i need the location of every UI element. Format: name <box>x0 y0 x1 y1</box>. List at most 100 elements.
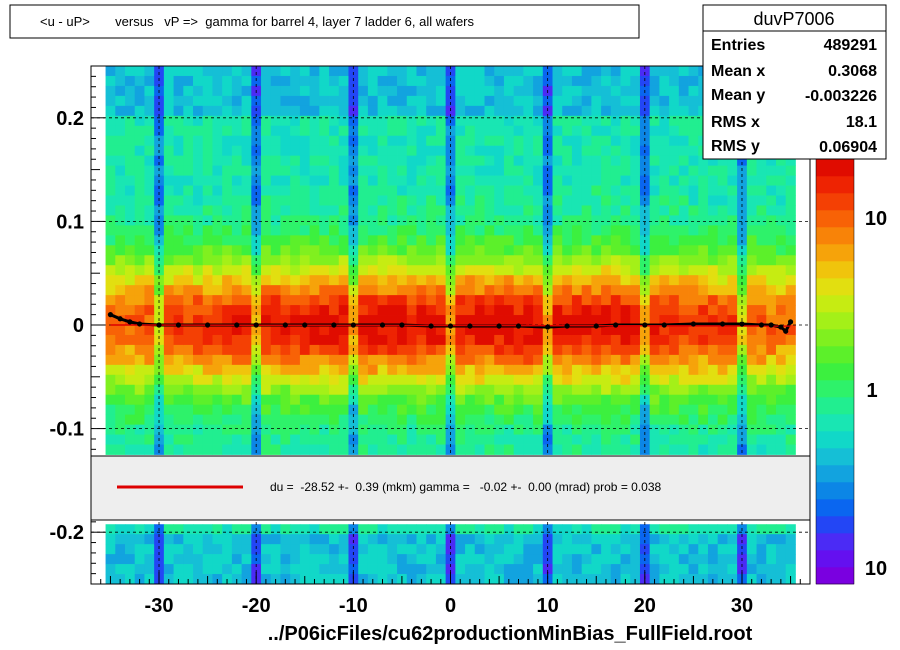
heatmap-cell <box>649 175 660 186</box>
heatmap-cell <box>474 105 485 117</box>
heatmap-cell <box>669 524 680 535</box>
heatmap-cell <box>251 394 262 406</box>
heatmap-cell <box>533 524 544 535</box>
profile-point <box>496 323 502 329</box>
heatmap-cell <box>639 155 651 167</box>
heatmap-cell <box>766 544 777 555</box>
heatmap-cell <box>649 404 660 416</box>
heatmap-cell <box>785 285 796 296</box>
heatmap-cell <box>620 384 631 396</box>
heatmap-cell <box>533 66 544 77</box>
heatmap-cell <box>105 185 116 196</box>
heatmap-cell <box>212 135 223 147</box>
heatmap-cell <box>329 245 340 256</box>
heatmap-cell <box>280 305 291 316</box>
heatmap-cell <box>688 75 699 87</box>
heatmap-cell <box>125 75 136 87</box>
heatmap-cell <box>163 344 174 356</box>
heatmap-cell <box>144 524 155 535</box>
heatmap-cell <box>367 255 379 266</box>
heatmap-cell <box>533 175 544 186</box>
heatmap-cell <box>659 354 670 366</box>
heatmap-cell <box>630 394 641 406</box>
heatmap-cell <box>717 384 728 396</box>
heatmap-cell <box>426 255 437 266</box>
heatmap-cell <box>270 66 281 77</box>
heatmap-cell <box>329 175 340 186</box>
heatmap-cell <box>455 115 466 127</box>
colorbar-swatch <box>816 176 854 194</box>
heatmap-cell <box>329 325 340 336</box>
heatmap-cell <box>484 305 495 316</box>
heatmap-cell <box>562 414 573 426</box>
heatmap-cell <box>125 105 136 117</box>
heatmap-cell <box>338 215 349 226</box>
heatmap-cell <box>698 524 709 535</box>
heatmap-cell <box>465 205 476 216</box>
heatmap-cell <box>484 245 495 256</box>
heatmap-cell <box>445 155 456 167</box>
heatmap-cell <box>367 95 379 107</box>
heatmap-cell <box>299 334 311 346</box>
heatmap-cell <box>416 374 427 386</box>
heatmap-cell <box>222 544 233 555</box>
heatmap-cell <box>241 544 252 555</box>
heatmap-cell <box>552 564 563 575</box>
heatmap-cell <box>659 285 670 296</box>
heatmap-cell <box>377 255 388 266</box>
heatmap-cell <box>678 205 689 216</box>
stats-label-mean-x: Mean x <box>711 63 765 80</box>
heatmap-cell <box>319 135 330 147</box>
heatmap-cell <box>426 245 437 256</box>
heatmap-cell <box>329 105 340 117</box>
profile-point <box>204 322 211 328</box>
heatmap-cell <box>620 364 631 376</box>
heatmap-cell <box>261 245 272 256</box>
heatmap-cell <box>163 354 174 366</box>
heatmap-cell <box>775 414 787 426</box>
heatmap-cell <box>571 195 583 206</box>
heatmap-cell <box>688 394 699 406</box>
heatmap-cell <box>756 434 767 445</box>
heatmap-cell <box>358 125 369 137</box>
heatmap-cell <box>183 85 194 97</box>
heatmap-cell <box>669 344 680 356</box>
heatmap-cell <box>601 524 612 535</box>
heatmap-cell <box>222 424 233 435</box>
heatmap-cell <box>163 524 174 535</box>
heatmap-cell <box>367 245 379 256</box>
heatmap-cell <box>319 354 330 366</box>
heatmap-cell <box>688 205 699 216</box>
heatmap-cell <box>183 364 194 376</box>
heatmap-cell <box>290 125 301 137</box>
heatmap-cell <box>513 325 524 336</box>
heatmap-cell <box>746 544 757 555</box>
heatmap-cell <box>484 524 495 535</box>
heatmap-cell <box>163 295 174 306</box>
heatmap-cell <box>202 275 213 286</box>
heatmap-cell <box>494 524 505 535</box>
heatmap-cell <box>397 564 408 575</box>
heatmap-cell <box>406 394 417 406</box>
heatmap-cell <box>144 554 155 565</box>
heatmap-cell <box>766 334 777 346</box>
heatmap-cell <box>688 105 699 117</box>
heatmap-cell <box>222 295 233 306</box>
heatmap-cell <box>134 305 145 316</box>
heatmap-cell <box>766 564 777 575</box>
heatmap-cell <box>513 285 524 296</box>
heatmap-cell <box>377 105 388 117</box>
heatmap-cell <box>669 115 680 127</box>
heatmap-cell <box>523 225 534 236</box>
heatmap-cell <box>455 384 466 396</box>
heatmap-cell <box>154 564 165 575</box>
heatmap-cell <box>494 155 505 167</box>
heatmap-cell <box>503 444 515 455</box>
heatmap-cell <box>397 245 408 256</box>
heatmap-cell <box>426 115 437 127</box>
heatmap-cell <box>134 195 145 206</box>
heatmap-cell <box>251 245 262 256</box>
heatmap-cell <box>125 334 136 346</box>
heatmap-cell <box>639 394 651 406</box>
heatmap-cell <box>746 205 757 216</box>
